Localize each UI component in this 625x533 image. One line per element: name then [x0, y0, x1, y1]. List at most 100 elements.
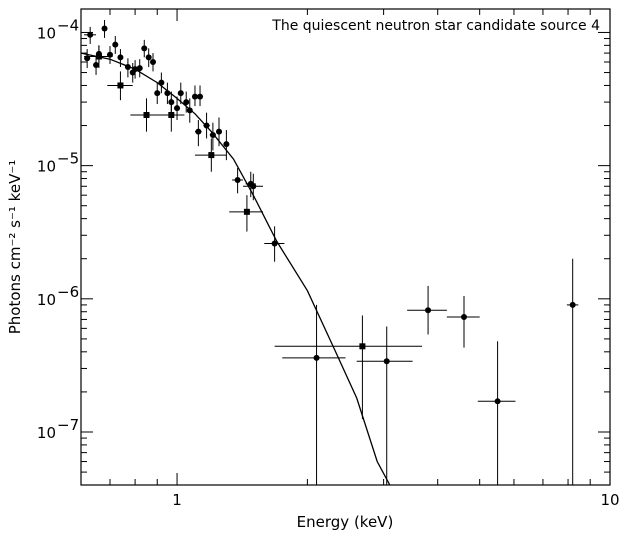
- data-point-circle: [223, 130, 230, 161]
- data-point-circle: [264, 226, 285, 262]
- circle-marker: [141, 45, 148, 52]
- data-point-square: [130, 98, 162, 132]
- circle-marker: [132, 66, 139, 73]
- circle-marker: [494, 398, 501, 405]
- circle-marker: [195, 128, 202, 135]
- data-point-circle: [124, 58, 131, 78]
- y-tick-label: 10: [37, 158, 56, 176]
- circle-marker: [112, 41, 119, 48]
- data-points: [84, 20, 579, 485]
- data-point-circle: [177, 82, 184, 105]
- data-point-circle: [215, 117, 223, 147]
- data-point-circle: [566, 258, 579, 485]
- square-marker: [243, 208, 250, 215]
- data-point-circle: [84, 49, 91, 69]
- data-point-square: [274, 315, 423, 420]
- y-tick-label-exponent: −6: [57, 283, 79, 301]
- data-point-circle: [101, 20, 108, 38]
- square-marker: [359, 343, 366, 350]
- data-point-circle: [164, 82, 171, 105]
- circle-marker: [145, 54, 152, 61]
- data-point-circle: [197, 85, 204, 107]
- data-point-circle: [84, 26, 97, 44]
- data-point-circle: [132, 60, 139, 79]
- plot-area: [80, 8, 611, 486]
- circle-marker: [177, 90, 184, 97]
- circle-marker: [136, 65, 143, 72]
- data-point-circle: [446, 295, 480, 348]
- x-tick-label: 1: [172, 491, 182, 509]
- y-tick-label-exponent: −7: [57, 416, 79, 434]
- model-curve: [80, 52, 391, 486]
- y-tick-label-exponent: −4: [57, 16, 79, 34]
- y-tick-label: 10: [37, 24, 56, 42]
- circle-marker: [101, 25, 108, 32]
- circle-marker: [234, 177, 241, 184]
- data-point-circle: [174, 96, 181, 121]
- circle-marker: [250, 183, 257, 190]
- y-axis-label: Photons cm⁻² s⁻¹ keV⁻¹: [6, 160, 24, 335]
- data-point-circle: [209, 122, 216, 151]
- data-point-circle: [232, 167, 243, 194]
- circle-marker: [216, 128, 223, 135]
- data-point-circle: [186, 98, 193, 123]
- data-point-circle: [154, 82, 161, 105]
- data-point-circle: [112, 36, 119, 54]
- data-point-circle: [203, 112, 210, 139]
- circle-marker: [150, 58, 157, 65]
- data-point-circle: [194, 120, 202, 147]
- data-point-circle: [477, 341, 516, 485]
- data-point-circle: [93, 56, 100, 75]
- circle-marker: [271, 240, 278, 247]
- circle-marker: [197, 93, 204, 100]
- circle-marker: [191, 93, 198, 100]
- data-point-circle: [242, 173, 264, 201]
- circle-marker: [186, 107, 193, 114]
- circle-marker: [87, 31, 94, 38]
- x-axis-label: Energy (keV): [297, 513, 394, 531]
- data-point-square: [229, 195, 264, 232]
- y-tick-label-exponent: −5: [57, 150, 79, 168]
- circle-marker: [223, 141, 230, 148]
- square-marker: [143, 111, 150, 118]
- data-point-circle: [158, 72, 165, 94]
- circle-marker: [154, 90, 161, 97]
- circle-marker: [203, 122, 210, 129]
- circle-marker: [569, 301, 576, 308]
- data-point-circle: [356, 326, 413, 485]
- data-point-circle: [145, 48, 152, 68]
- circle-marker: [158, 79, 165, 86]
- circle-marker: [174, 105, 181, 112]
- plot-frame: [80, 8, 611, 486]
- circle-marker: [183, 99, 190, 106]
- data-point-circle: [282, 304, 346, 485]
- y-axis-ticks: [81, 31, 610, 486]
- circle-marker: [425, 307, 432, 314]
- y-tick-label: 10: [37, 424, 56, 442]
- chart-title: The quiescent neutron star candidate sou…: [271, 18, 600, 34]
- data-point-square: [84, 45, 113, 69]
- data-point-circle: [191, 85, 198, 107]
- data-point-circle: [141, 39, 148, 58]
- data-point-circle: [183, 91, 190, 113]
- data-point-circle: [117, 49, 124, 68]
- x-axis-ticks: [80, 9, 611, 485]
- data-point-square: [107, 71, 133, 101]
- circle-marker: [383, 358, 390, 365]
- y-tick-label: 10: [37, 291, 56, 309]
- data-point-square: [157, 98, 185, 132]
- x-tick-labels: 1 10: [172, 491, 619, 509]
- circle-marker: [93, 61, 100, 68]
- circle-marker: [209, 131, 216, 138]
- square-marker: [168, 111, 175, 118]
- circle-marker: [124, 64, 131, 71]
- square-marker: [95, 53, 102, 60]
- data-point-square: [194, 138, 227, 172]
- square-marker: [208, 152, 215, 159]
- circle-marker: [117, 54, 124, 61]
- circle-marker: [460, 314, 467, 321]
- square-marker: [117, 82, 124, 89]
- data-point-circle: [136, 59, 143, 78]
- circle-marker: [313, 354, 320, 361]
